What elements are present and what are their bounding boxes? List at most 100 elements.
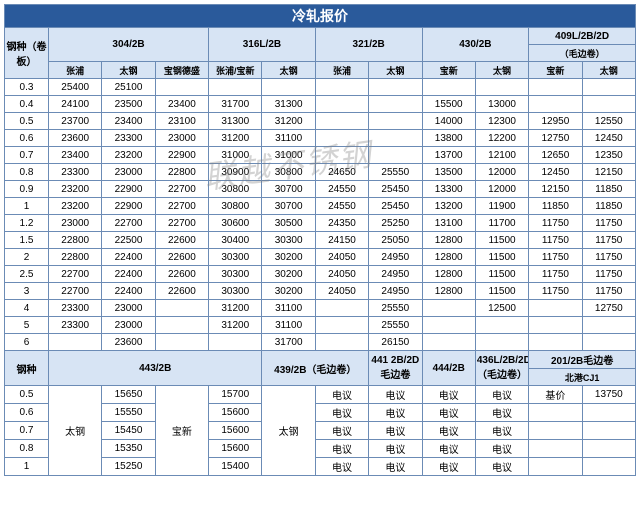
data-cell: 太钢 xyxy=(49,386,102,476)
data-cell: 24100 xyxy=(49,96,102,113)
data-cell: 22700 xyxy=(49,283,102,300)
data-cell: 30200 xyxy=(262,249,315,266)
data-cell: 0.5 xyxy=(5,113,49,130)
data-cell: 24350 xyxy=(315,215,368,232)
data-cell xyxy=(582,334,635,351)
data-cell: 电议 xyxy=(475,422,528,440)
header-cell: 321/2B xyxy=(315,28,422,62)
data-cell: 电议 xyxy=(475,404,528,422)
data-cell: 12650 xyxy=(529,147,582,164)
data-cell: 太钢 xyxy=(262,386,315,476)
data-cell xyxy=(315,334,368,351)
data-cell: 26150 xyxy=(369,334,422,351)
data-cell: 13500 xyxy=(422,164,475,181)
data-cell: 30300 xyxy=(262,232,315,249)
data-cell: 24950 xyxy=(369,283,422,300)
data-cell: 12800 xyxy=(422,249,475,266)
data-cell xyxy=(422,317,475,334)
data-cell: 11750 xyxy=(582,232,635,249)
data-cell xyxy=(475,79,528,96)
data-cell xyxy=(529,317,582,334)
data-cell xyxy=(529,334,582,351)
data-cell: 宝新 xyxy=(155,386,208,476)
data-cell: 30400 xyxy=(209,232,262,249)
data-cell: 25450 xyxy=(369,181,422,198)
data-cell xyxy=(155,317,208,334)
data-cell: 31100 xyxy=(262,130,315,147)
data-cell: 30200 xyxy=(262,266,315,283)
header-cell: 宝新 xyxy=(529,62,582,79)
data-cell: 0.6 xyxy=(5,130,49,147)
data-cell: 电议 xyxy=(369,440,422,458)
data-cell: 23500 xyxy=(102,96,155,113)
data-cell: 23300 xyxy=(49,164,102,181)
data-cell xyxy=(582,79,635,96)
header-cell: 钢种（卷板） xyxy=(5,28,49,79)
data-cell: 11900 xyxy=(475,198,528,215)
data-cell: 23100 xyxy=(155,113,208,130)
data-cell: 30300 xyxy=(209,249,262,266)
data-cell: 11750 xyxy=(582,283,635,300)
data-cell xyxy=(369,147,422,164)
data-cell: 0.7 xyxy=(5,422,49,440)
table-title: 冷轧报价 xyxy=(5,5,636,28)
data-cell: 23300 xyxy=(49,317,102,334)
header-cell: （毛边卷） xyxy=(529,45,636,62)
data-cell: 24550 xyxy=(315,181,368,198)
data-cell xyxy=(369,79,422,96)
data-cell: 12300 xyxy=(475,113,528,130)
data-cell: 22500 xyxy=(102,232,155,249)
data-cell: 31000 xyxy=(209,147,262,164)
data-cell: 0.6 xyxy=(5,404,49,422)
data-cell: 22900 xyxy=(102,198,155,215)
data-cell: 24950 xyxy=(369,249,422,266)
data-cell: 13300 xyxy=(422,181,475,198)
data-cell: 电议 xyxy=(369,422,422,440)
data-cell: 30300 xyxy=(209,283,262,300)
data-cell: 0.8 xyxy=(5,440,49,458)
header-cell: 太钢 xyxy=(369,62,422,79)
data-cell: 电议 xyxy=(315,440,368,458)
data-cell: 1.2 xyxy=(5,215,49,232)
data-cell: 31300 xyxy=(209,113,262,130)
data-cell xyxy=(529,404,582,422)
data-cell: 12350 xyxy=(582,147,635,164)
data-cell: 23000 xyxy=(102,317,155,334)
data-cell: 31200 xyxy=(262,113,315,130)
data-cell: 22700 xyxy=(49,266,102,283)
data-cell: 22700 xyxy=(155,215,208,232)
data-cell: 12100 xyxy=(475,147,528,164)
data-cell xyxy=(529,422,582,440)
data-cell: 31100 xyxy=(262,317,315,334)
data-cell: 22400 xyxy=(102,249,155,266)
header-cell: 201/2B毛边卷 xyxy=(529,351,636,369)
header-cell: 430/2B xyxy=(422,28,529,62)
data-cell xyxy=(529,300,582,317)
data-cell: 电议 xyxy=(369,404,422,422)
data-cell: 22900 xyxy=(102,181,155,198)
data-cell: 12000 xyxy=(475,181,528,198)
data-cell xyxy=(315,79,368,96)
data-cell xyxy=(422,79,475,96)
data-cell: 14000 xyxy=(422,113,475,130)
data-cell: 22800 xyxy=(49,249,102,266)
data-cell: 基价 xyxy=(529,386,582,404)
data-cell: 1 xyxy=(5,458,49,476)
data-cell xyxy=(529,440,582,458)
data-cell: 31000 xyxy=(262,147,315,164)
data-cell: 2.5 xyxy=(5,266,49,283)
data-cell: 电议 xyxy=(315,386,368,404)
data-cell: 23300 xyxy=(102,130,155,147)
data-cell: 30300 xyxy=(209,266,262,283)
data-cell xyxy=(209,334,262,351)
data-cell xyxy=(582,96,635,113)
data-cell: 22400 xyxy=(102,283,155,300)
header-cell: 304/2B xyxy=(49,28,209,62)
data-cell: 25100 xyxy=(102,79,155,96)
data-cell: 12150 xyxy=(582,164,635,181)
data-cell: 25550 xyxy=(369,164,422,181)
data-cell: 11500 xyxy=(475,266,528,283)
header-cell: 钢种 xyxy=(5,351,49,386)
data-cell: 22400 xyxy=(102,266,155,283)
data-cell: 15650 xyxy=(102,386,155,404)
